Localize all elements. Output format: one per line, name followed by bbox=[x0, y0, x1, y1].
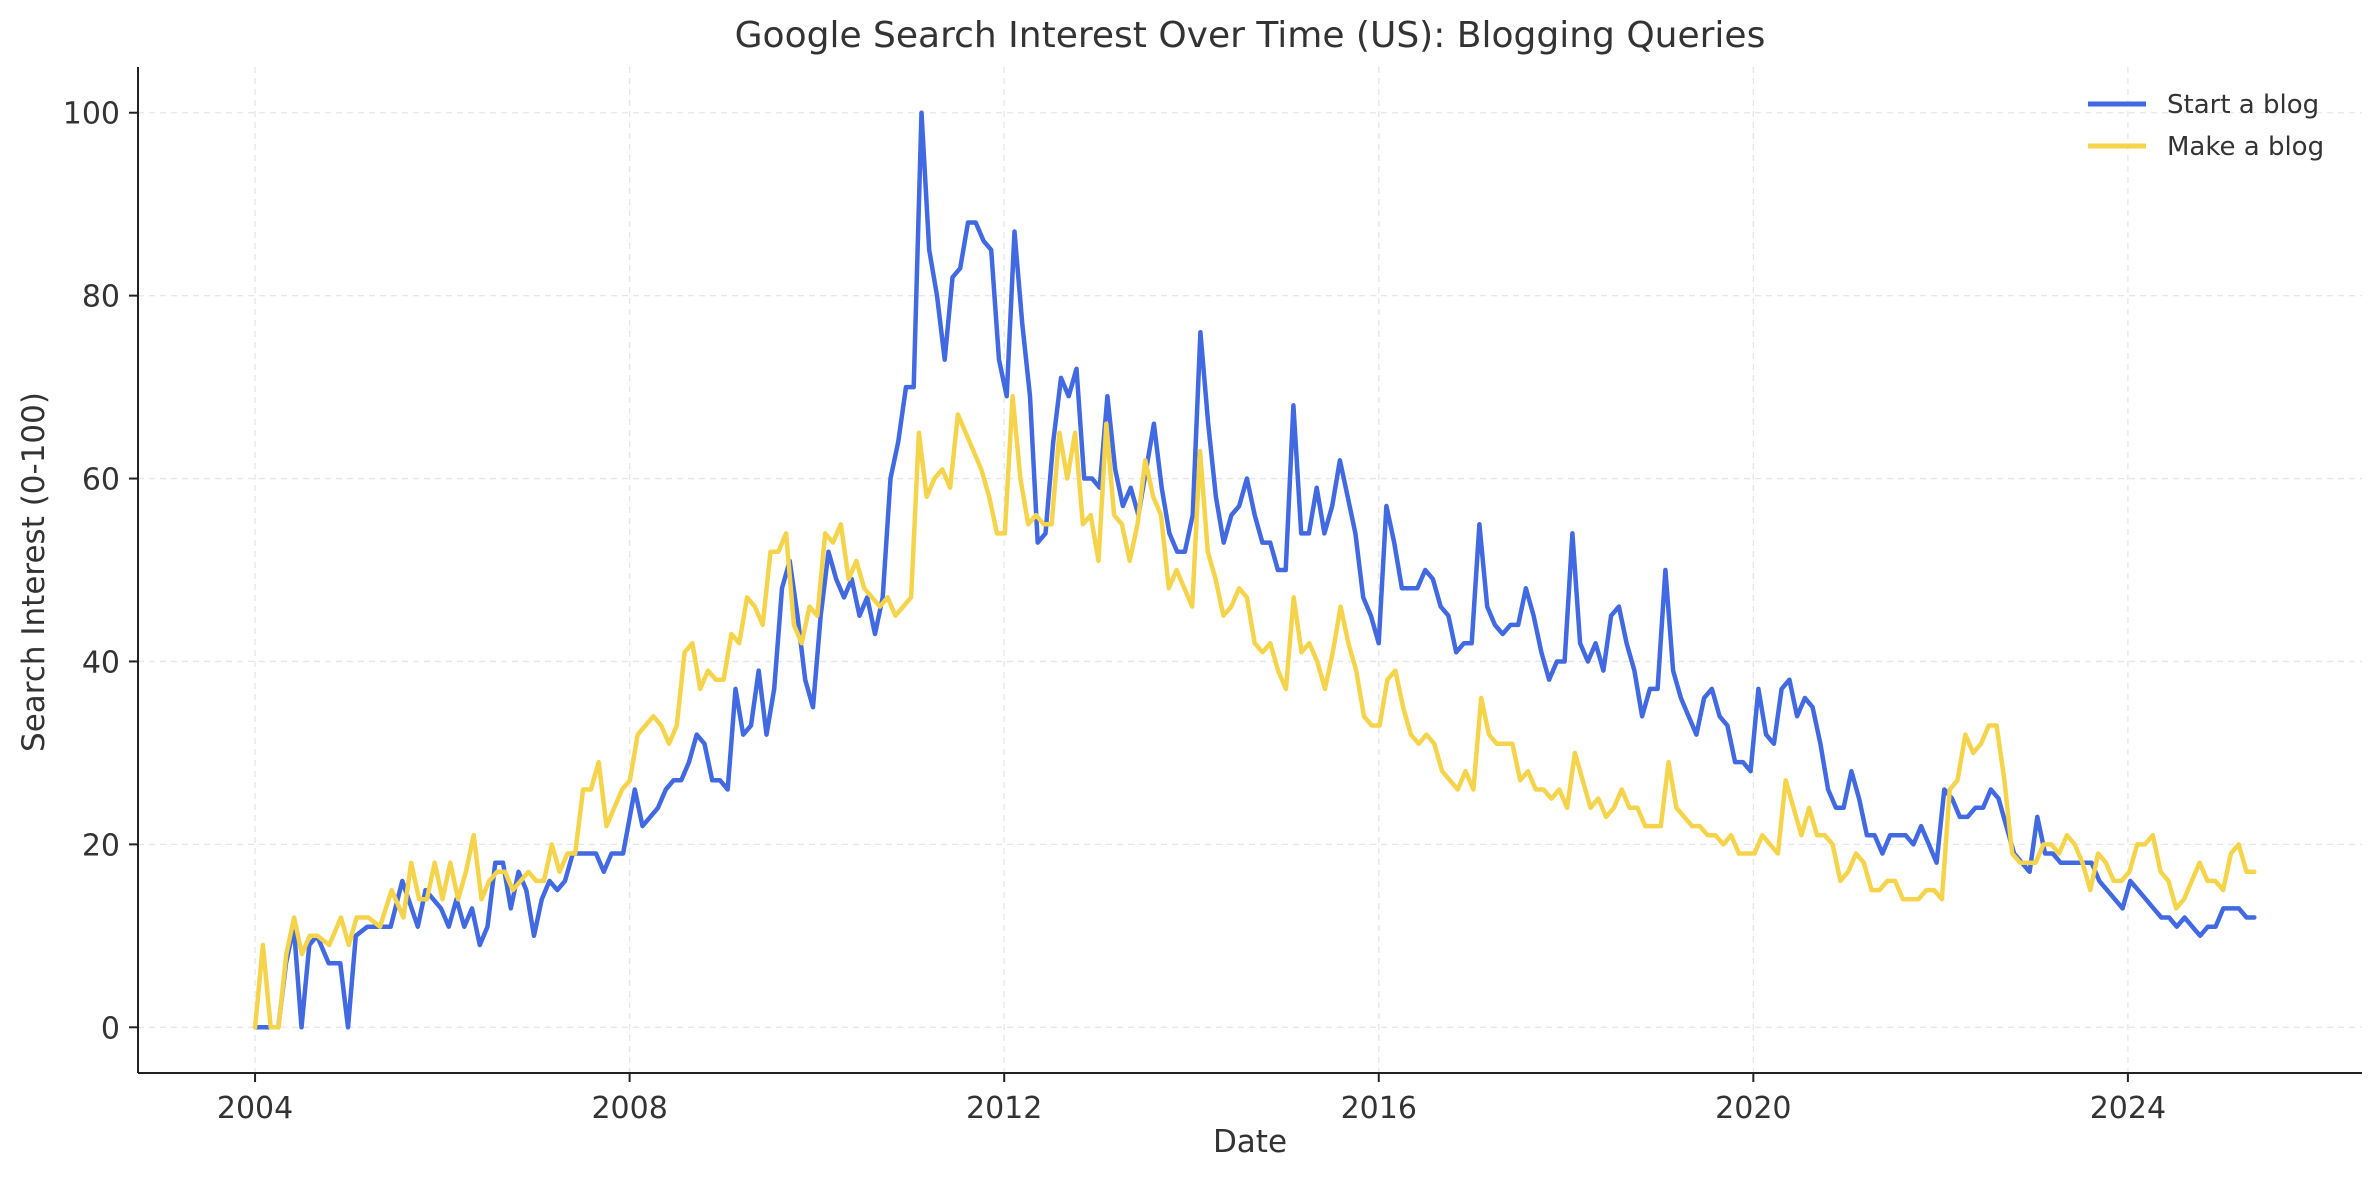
x-tick-label: 2020 bbox=[1715, 1091, 1791, 1126]
y-tick-label: 60 bbox=[82, 463, 120, 498]
series-layer bbox=[252, 110, 2257, 1030]
x-tick-label: 2008 bbox=[591, 1091, 667, 1126]
legend-label: Make a blog bbox=[2167, 132, 2324, 162]
x-tick-label: 2016 bbox=[1341, 1091, 1417, 1126]
grid-layer bbox=[138, 67, 2362, 1073]
axes-layer: 2004 2008 2012 2016 2020 2024 0 20 40 60 80 100 bbox=[63, 67, 2362, 1126]
y-tick-label: 0 bbox=[101, 1011, 120, 1046]
y-axis-label: Search Interest (0-100) bbox=[16, 392, 52, 752]
series-line-make-a-blog bbox=[252, 393, 2257, 1030]
y-tick-label: 80 bbox=[82, 280, 120, 315]
y-tick-label: 40 bbox=[82, 645, 120, 680]
y-tick-label: 20 bbox=[82, 828, 120, 863]
x-tick-label: 2012 bbox=[966, 1091, 1042, 1126]
legend-label: Start a blog bbox=[2167, 90, 2319, 120]
chart-title: Google Search Interest Over Time (US): B… bbox=[735, 15, 1766, 56]
legend: Start a blog Make a blog bbox=[2088, 90, 2324, 162]
x-tick-label: 2024 bbox=[2090, 1091, 2166, 1126]
series-line-start-a-blog bbox=[252, 110, 2257, 1030]
y-tick-label: 100 bbox=[63, 97, 120, 132]
x-tick-label: 2004 bbox=[217, 1091, 293, 1126]
x-axis-label: Date bbox=[1213, 1124, 1287, 1160]
